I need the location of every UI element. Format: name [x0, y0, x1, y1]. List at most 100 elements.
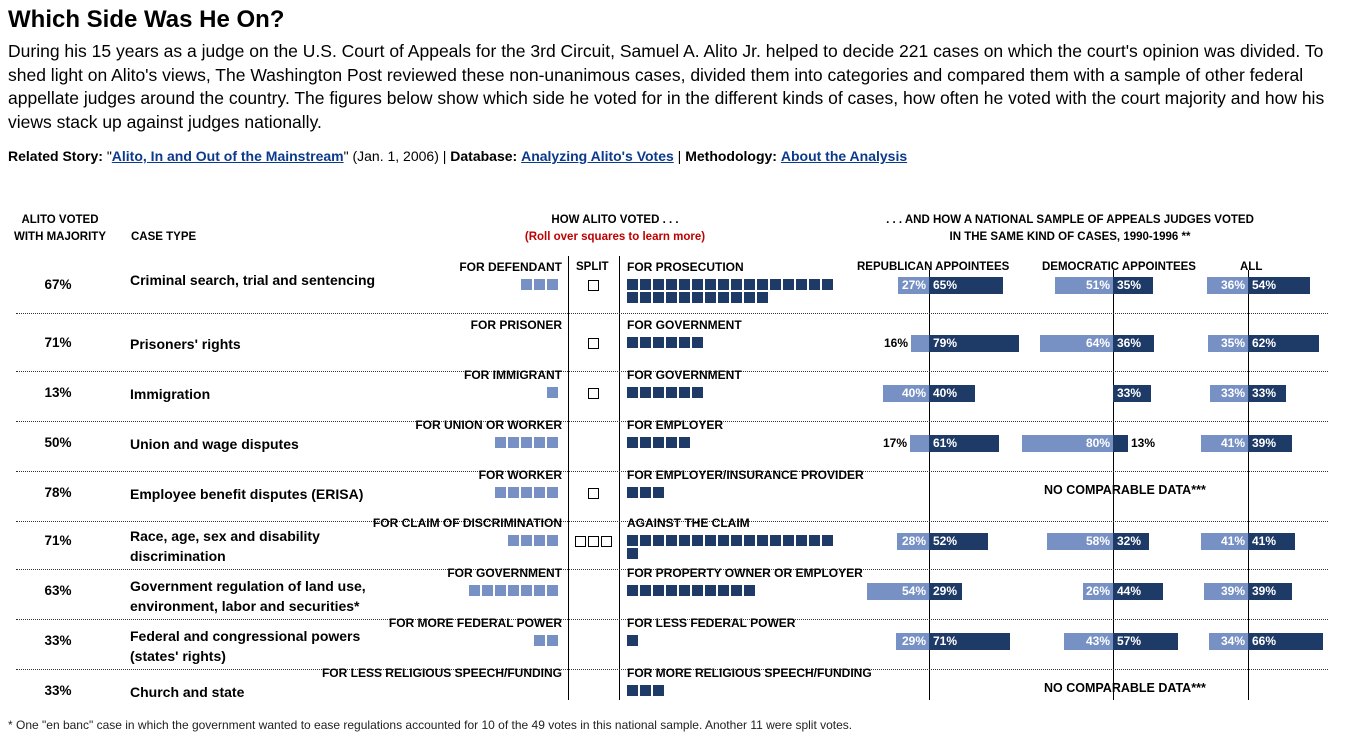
vote-square-right[interactable] [627, 685, 638, 696]
vote-square-right[interactable] [627, 548, 638, 559]
related-story-link[interactable]: Alito, In and Out of the Mainstream [111, 148, 344, 164]
database-link[interactable]: Analyzing Alito's Votes [521, 148, 674, 164]
vote-square-right[interactable] [666, 585, 677, 596]
vote-square-right[interactable] [653, 535, 664, 546]
vote-square-left[interactable] [521, 279, 532, 290]
vote-square-right[interactable] [666, 292, 677, 303]
vote-square-left[interactable] [534, 585, 545, 596]
vote-square-left[interactable] [534, 437, 545, 448]
vote-square-right[interactable] [653, 387, 664, 398]
vote-square-right[interactable] [718, 279, 729, 290]
vote-square-split[interactable] [587, 488, 599, 499]
vote-square-left[interactable] [547, 635, 558, 646]
vote-square-left[interactable] [495, 437, 506, 448]
vote-square-right[interactable] [679, 337, 690, 348]
vote-square-left[interactable] [495, 487, 506, 498]
vote-square-left[interactable] [534, 535, 545, 546]
vote-square-left[interactable] [547, 535, 558, 546]
vote-square-left[interactable] [521, 535, 532, 546]
vote-square-left[interactable] [495, 585, 506, 596]
vote-square-right[interactable] [705, 585, 716, 596]
vote-square-right[interactable] [653, 685, 664, 696]
vote-square-right[interactable] [757, 292, 768, 303]
vote-square-right[interactable] [744, 535, 755, 546]
vote-square-left[interactable] [521, 585, 532, 596]
vote-square-right[interactable] [822, 535, 833, 546]
vote-square-right[interactable] [679, 585, 690, 596]
vote-square-split[interactable] [587, 536, 599, 547]
vote-square-left[interactable] [547, 585, 558, 596]
vote-square-split[interactable] [587, 338, 599, 349]
vote-square-left[interactable] [521, 437, 532, 448]
vote-square-split[interactable] [574, 536, 586, 547]
vote-square-split[interactable] [600, 536, 612, 547]
vote-square-right[interactable] [679, 535, 690, 546]
vote-square-right[interactable] [640, 279, 651, 290]
vote-square-right[interactable] [692, 585, 703, 596]
vote-square-right[interactable] [783, 535, 794, 546]
vote-square-right[interactable] [666, 535, 677, 546]
vote-square-left[interactable] [547, 279, 558, 290]
vote-square-right[interactable] [666, 387, 677, 398]
vote-square-right[interactable] [705, 279, 716, 290]
vote-square-right[interactable] [627, 437, 638, 448]
vote-square-left[interactable] [547, 487, 558, 498]
vote-square-left[interactable] [508, 585, 519, 596]
vote-square-right[interactable] [770, 535, 781, 546]
vote-square-right[interactable] [757, 535, 768, 546]
vote-square-left[interactable] [521, 487, 532, 498]
vote-square-left[interactable] [547, 387, 558, 398]
vote-square-right[interactable] [809, 279, 820, 290]
methodology-link[interactable]: About the Analysis [780, 148, 908, 164]
vote-square-right[interactable] [640, 585, 651, 596]
vote-square-right[interactable] [692, 535, 703, 546]
vote-square-right[interactable] [796, 279, 807, 290]
vote-square-right[interactable] [744, 279, 755, 290]
vote-square-left[interactable] [534, 487, 545, 498]
vote-square-right[interactable] [627, 387, 638, 398]
vote-square-left[interactable] [547, 437, 558, 448]
vote-square-right[interactable] [640, 685, 651, 696]
vote-square-right[interactable] [640, 337, 651, 348]
vote-square-right[interactable] [627, 279, 638, 290]
vote-square-split[interactable] [587, 388, 599, 399]
vote-square-right[interactable] [653, 487, 664, 498]
vote-square-right[interactable] [640, 387, 651, 398]
vote-square-right[interactable] [718, 535, 729, 546]
vote-square-left[interactable] [534, 279, 545, 290]
vote-square-right[interactable] [640, 535, 651, 546]
vote-square-right[interactable] [627, 292, 638, 303]
vote-square-right[interactable] [679, 387, 690, 398]
vote-square-right[interactable] [809, 535, 820, 546]
vote-square-right[interactable] [731, 279, 742, 290]
vote-square-left[interactable] [534, 635, 545, 646]
vote-square-right[interactable] [731, 292, 742, 303]
vote-square-right[interactable] [705, 535, 716, 546]
vote-square-right[interactable] [692, 387, 703, 398]
vote-square-right[interactable] [744, 292, 755, 303]
vote-square-right[interactable] [744, 585, 755, 596]
vote-square-right[interactable] [796, 535, 807, 546]
vote-square-right[interactable] [679, 437, 690, 448]
vote-square-left[interactable] [469, 585, 480, 596]
vote-square-right[interactable] [666, 337, 677, 348]
vote-square-right[interactable] [718, 292, 729, 303]
vote-square-right[interactable] [653, 337, 664, 348]
vote-square-right[interactable] [653, 292, 664, 303]
vote-square-right[interactable] [783, 279, 794, 290]
vote-square-right[interactable] [653, 279, 664, 290]
vote-square-right[interactable] [731, 535, 742, 546]
vote-square-right[interactable] [679, 292, 690, 303]
vote-square-right[interactable] [679, 279, 690, 290]
vote-square-right[interactable] [757, 279, 768, 290]
vote-square-right[interactable] [640, 437, 651, 448]
vote-square-right[interactable] [822, 279, 833, 290]
vote-square-right[interactable] [692, 279, 703, 290]
vote-square-right[interactable] [627, 487, 638, 498]
vote-square-right[interactable] [692, 292, 703, 303]
vote-square-right[interactable] [731, 585, 742, 596]
vote-square-split[interactable] [587, 280, 599, 291]
vote-square-left[interactable] [508, 487, 519, 498]
vote-square-right[interactable] [653, 437, 664, 448]
vote-square-right[interactable] [627, 585, 638, 596]
